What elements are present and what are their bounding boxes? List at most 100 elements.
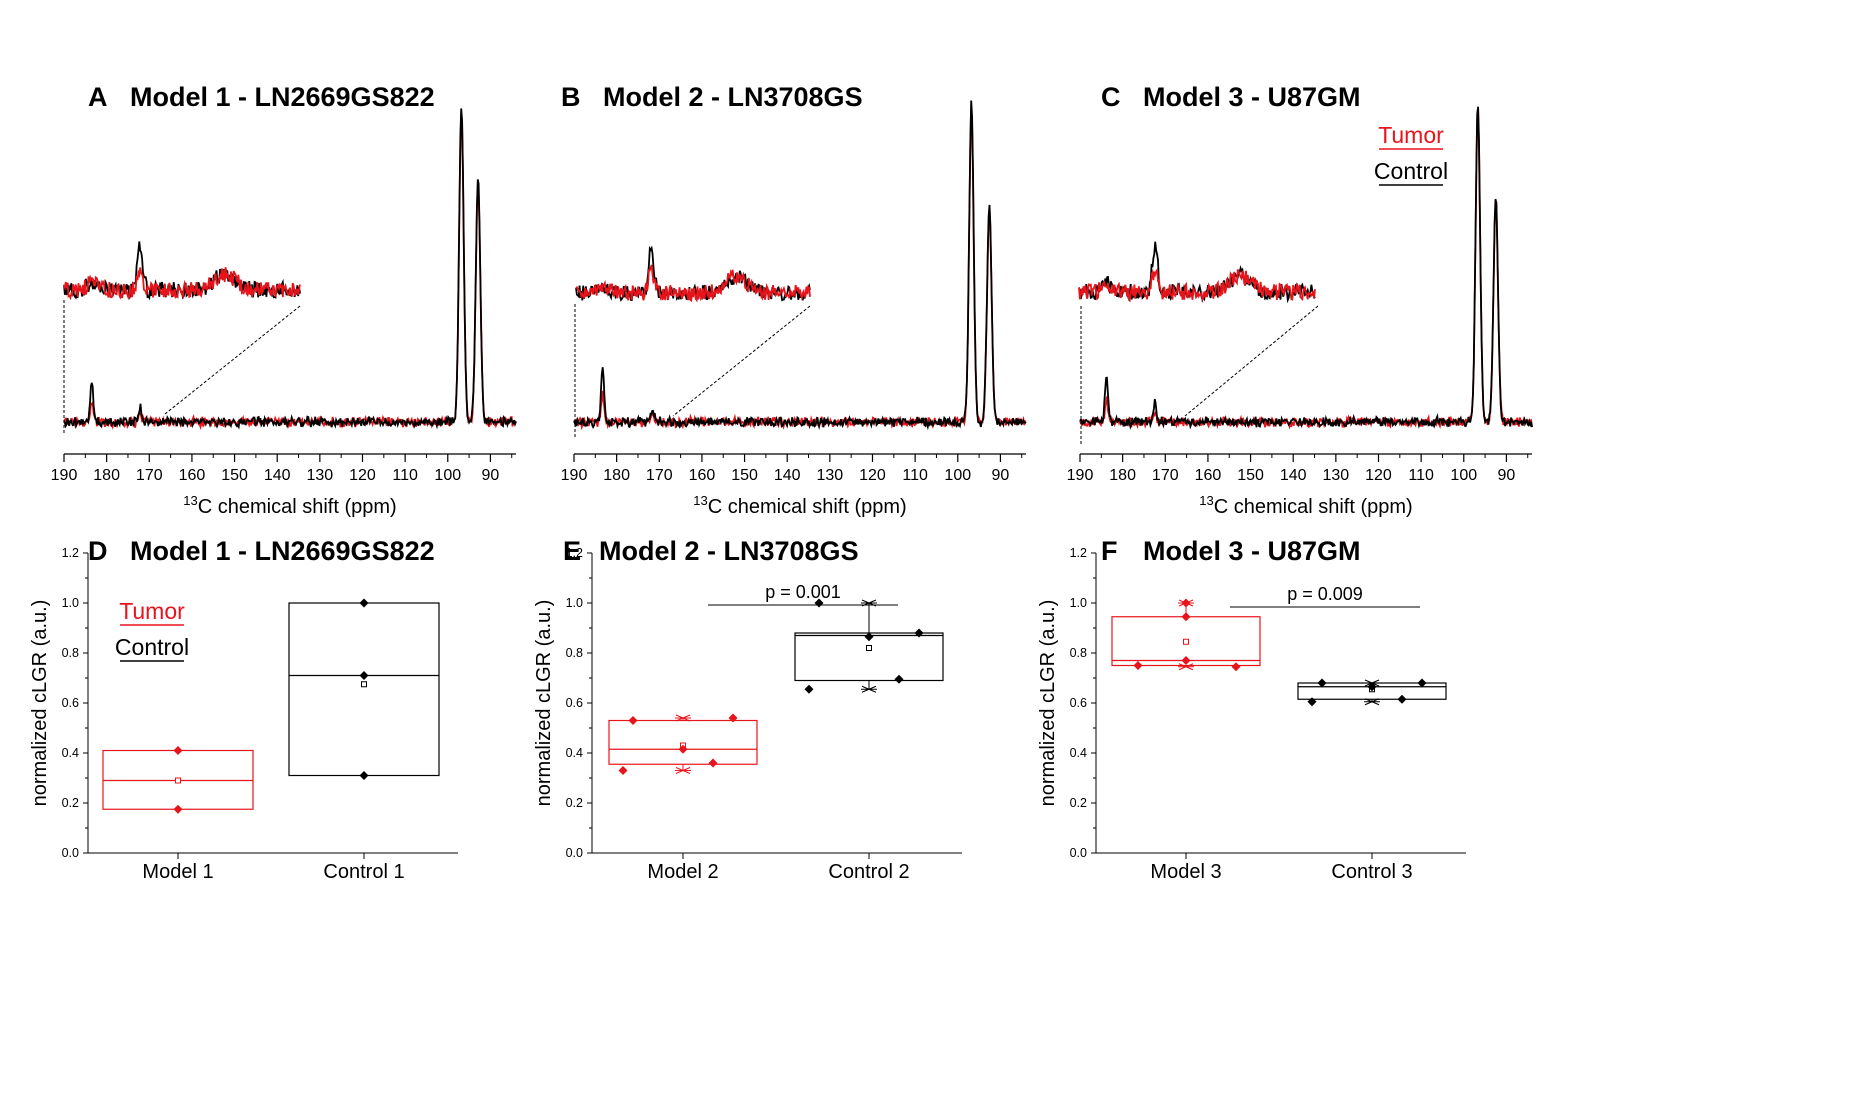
boxplot-panel-e: E Model 2 - LN3708GS 0.0 0.2 0.4 0.6 0.8 1.0 1.2… (533, 536, 962, 883)
y-tick-label: 1.0 (1070, 596, 1087, 610)
x-tick-label: 90 (482, 467, 500, 484)
category-label: Control 3 (1331, 861, 1412, 883)
data-point (1133, 661, 1143, 670)
x-axis-title-text: C chemical shift (ppm) (198, 496, 397, 518)
x-tick-label: 160 (689, 467, 716, 484)
data-point (1181, 612, 1191, 622)
x-axis-title-text: C chemical shift (ppm) (1214, 496, 1413, 518)
inset-line-tumor (1078, 267, 1316, 303)
data-point (1307, 697, 1317, 707)
category-label: Control 1 (323, 861, 404, 883)
y-tick-label: 0.0 (566, 846, 583, 860)
x-tick-label: 120 (859, 467, 886, 484)
data-point (1231, 662, 1241, 672)
panel-letter: B (561, 82, 581, 112)
x-tick-label: 150 (731, 467, 758, 484)
min-marker (1178, 663, 1194, 671)
y-tick-label: 0.6 (1070, 696, 1087, 710)
panel-title: Model 2 - LN3708GS (603, 82, 863, 112)
x-tick-label: 120 (1365, 467, 1392, 484)
x-tick-label: 170 (646, 467, 673, 484)
data-point (1317, 678, 1327, 688)
x-tick-label: 130 (816, 467, 843, 484)
p-value-label: p = 0.009 (1287, 584, 1363, 604)
panel-letter: F (1101, 536, 1118, 566)
inset-guide-line (1184, 305, 1319, 417)
y-tick-label: 1.0 (566, 596, 583, 610)
spectrum-panel-a: A Model 1 - LN2669GS822 190 180 170 160 150 140… (51, 82, 517, 518)
data-point (359, 671, 369, 680)
category-label: Model 3 (1150, 861, 1221, 883)
inset-guide-line (164, 305, 301, 415)
data-point (359, 771, 369, 780)
data-point (359, 598, 369, 608)
y-tick-label: 1.2 (62, 546, 79, 560)
y-tick-label: 0.0 (62, 846, 79, 860)
boxplot-panel-d: D Model 1 - LN2669GS822 0.0 0.2 0.4 0.6 0.8 1.0… (29, 536, 458, 883)
box-iqr (288, 602, 440, 777)
panel-letter: A (88, 82, 108, 112)
x-tick-label: 170 (1152, 467, 1179, 484)
x-tick-label: 90 (992, 467, 1010, 484)
x-tick-label: 180 (93, 467, 120, 484)
box-control (1297, 678, 1447, 707)
x-tick-label: 140 (774, 467, 801, 484)
box-mean-marker (1183, 638, 1189, 645)
x-tick-label: 190 (51, 467, 78, 484)
legend-label-tumor: Tumor (1378, 122, 1444, 148)
data-point (804, 684, 814, 694)
category-label: Control 2 (828, 861, 909, 883)
data-point (678, 744, 688, 754)
y-tick-label: 0.8 (62, 646, 79, 660)
panel-letter: C (1101, 82, 1121, 112)
x-tick-label: 140 (264, 467, 291, 484)
y-tick-label: 0.2 (1070, 796, 1087, 810)
legend-label-control: Control (115, 634, 189, 660)
spectrum-line-tumor (1079, 109, 1533, 430)
x-tick-label: 90 (1498, 467, 1516, 484)
data-point (1417, 678, 1427, 688)
category-label: Model 1 (142, 861, 213, 883)
category-label: Model 2 (647, 861, 718, 883)
x-tick-label: 160 (179, 467, 206, 484)
min-marker (675, 767, 691, 774)
x-tick-label: 170 (136, 467, 163, 484)
panel-title: Model 1 - LN2669GS822 (130, 82, 435, 112)
data-point (173, 746, 183, 755)
x-tick-label: 130 (1322, 467, 1349, 484)
spectrum-line-tumor (63, 114, 517, 430)
y-axis-title: normalized cLGR (a.u.) (29, 600, 51, 807)
panel-letter: E (563, 536, 581, 566)
spectrum-panel-c: C Model 3 - U87GM 190 180 170 160 150 140 130 120… (1067, 82, 1533, 518)
spectrum-panel-b: B Model 2 - LN3708GS 190 180 170 160 150 140 130… (561, 82, 1027, 518)
x-axis-title-superscript: 13 (693, 493, 707, 508)
box-mean-marker (866, 645, 872, 651)
x-tick-label: 120 (349, 467, 376, 484)
box-control (288, 598, 440, 780)
y-tick-label: 0.4 (1070, 746, 1087, 760)
x-tick-label: 150 (221, 467, 248, 484)
x-tick-label: 110 (392, 467, 418, 484)
inset-guide-line (672, 305, 811, 417)
data-point (894, 674, 904, 684)
y-tick-label: 0.6 (566, 696, 583, 710)
x-tick-label: 110 (902, 467, 928, 484)
x-tick-label: 100 (434, 467, 461, 484)
box-control (794, 598, 944, 694)
data-point (1181, 656, 1191, 665)
box-mean-marker (175, 777, 181, 784)
x-tick-label: 180 (1109, 467, 1136, 484)
x-axis-title: 13C chemical shift (ppm) (1199, 493, 1412, 518)
y-tick-label: 1.2 (566, 546, 583, 560)
box-tumor (102, 746, 254, 814)
y-tick-label: 0.4 (566, 746, 583, 760)
x-axis-title-superscript: 13 (1199, 493, 1213, 508)
box-tumor (608, 713, 758, 775)
data-point (708, 758, 718, 768)
data-point (628, 716, 638, 725)
x-tick-label: 190 (561, 467, 588, 484)
x-tick-label: 130 (306, 467, 333, 484)
spectrum-line-control (63, 108, 517, 430)
panel-title: Model 3 - U87GM (1143, 82, 1361, 112)
boxplot-panel-f: F Model 3 - U87GM 0.0 0.2 0.4 0.6 0.8 1.0 1.2 nor… (1037, 536, 1466, 883)
